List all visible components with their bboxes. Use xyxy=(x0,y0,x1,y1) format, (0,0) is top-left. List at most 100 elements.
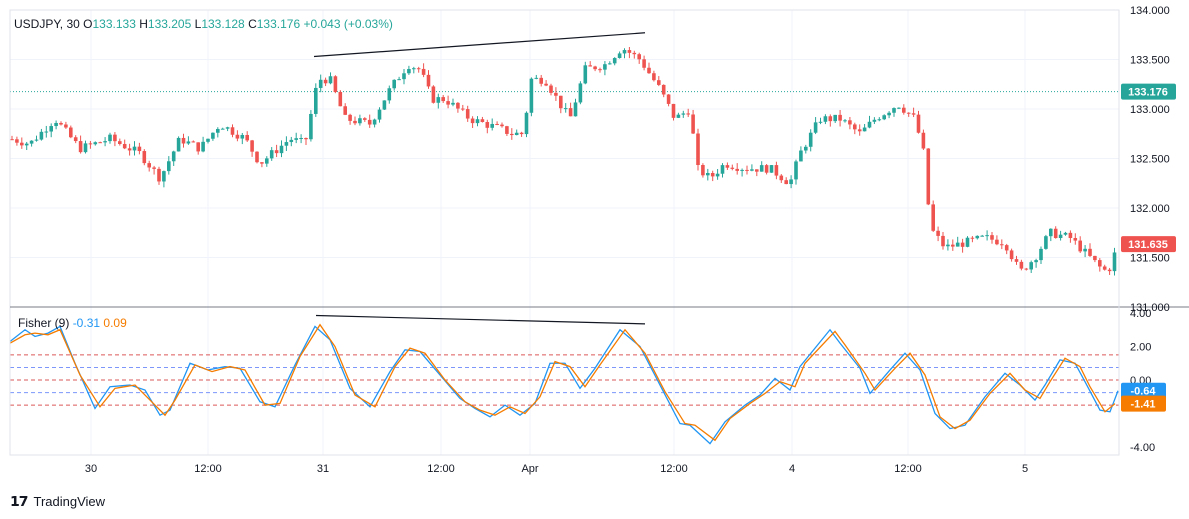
candle-body xyxy=(794,161,798,180)
high-label: H xyxy=(139,17,148,31)
candle-body xyxy=(39,131,44,140)
candle-body xyxy=(661,84,666,95)
tradingview-branding[interactable]: 𝟭𝟳 TradingView xyxy=(10,493,105,510)
candle-body xyxy=(921,132,926,149)
candle-body xyxy=(706,173,710,176)
candle-body xyxy=(510,133,514,136)
candle-body xyxy=(838,114,842,121)
candle-body xyxy=(240,134,245,139)
grid-lines xyxy=(10,9,1119,455)
candle-body xyxy=(20,142,24,146)
candle-body xyxy=(735,168,739,171)
candle-body xyxy=(1044,236,1048,249)
candle-body xyxy=(1034,260,1038,263)
candle-body xyxy=(813,122,818,133)
candle-body xyxy=(759,165,764,172)
candle-body xyxy=(216,128,220,133)
candle-body xyxy=(211,132,215,139)
candle-body xyxy=(598,69,602,71)
candle-body xyxy=(451,102,455,105)
candle-body xyxy=(931,204,935,231)
candle-body xyxy=(328,76,333,84)
candle-body xyxy=(465,109,470,119)
candle-body xyxy=(372,119,377,125)
candle-body xyxy=(220,128,225,130)
fisher-legend: Fisher (9) -0.31 0.09 xyxy=(18,316,127,330)
candle-body xyxy=(862,127,867,132)
price-label-text: 133.176 xyxy=(1128,87,1168,99)
indicator-name: Fisher (9) xyxy=(18,316,70,330)
candle-body xyxy=(951,244,955,247)
trendlines[interactable] xyxy=(313,32,646,325)
candle-body xyxy=(823,116,828,122)
candle-body xyxy=(196,142,200,152)
candle-body xyxy=(225,127,230,129)
candle-body xyxy=(1058,234,1063,239)
candle-body xyxy=(612,58,617,64)
candle-body xyxy=(980,235,984,237)
fisher-tick-label: -4.00 xyxy=(1130,442,1155,454)
fisher-series[interactable] xyxy=(9,323,1119,445)
candle-body xyxy=(88,143,93,145)
plot-border xyxy=(9,9,1120,456)
candle-body xyxy=(764,165,769,173)
price-label-text: 131.635 xyxy=(1128,239,1168,251)
candlestick-series[interactable] xyxy=(10,46,1117,276)
candle-body xyxy=(632,52,637,55)
candle-body xyxy=(769,165,774,173)
candle-body xyxy=(98,142,102,144)
candle-body xyxy=(1029,262,1033,270)
candle-body xyxy=(10,139,14,141)
price-label-box xyxy=(1121,83,1176,100)
candle-body xyxy=(1073,238,1078,241)
candle-body xyxy=(456,102,460,109)
price-tick-label: 132.500 xyxy=(1130,154,1170,166)
price-tick-label: 133.500 xyxy=(1130,55,1170,67)
candle-body xyxy=(495,123,499,125)
candle-body xyxy=(132,146,137,151)
candle-body xyxy=(407,69,411,74)
candle-body xyxy=(255,151,259,163)
candle-body xyxy=(475,119,480,124)
fisher-tick-label: 2.00 xyxy=(1130,342,1151,354)
candle-body xyxy=(1019,261,1024,269)
candle-body xyxy=(49,126,53,132)
candle-body xyxy=(563,108,568,110)
candle-body xyxy=(843,120,847,122)
candle-body xyxy=(1098,260,1102,267)
x-tick-label: 12:00 xyxy=(894,463,922,475)
x-tick-label: Apr xyxy=(521,463,538,475)
candle-body xyxy=(162,171,166,182)
candle-body xyxy=(784,180,788,185)
candle-body xyxy=(872,119,877,122)
candle-body xyxy=(127,148,132,151)
candle-body xyxy=(701,165,705,176)
candle-body xyxy=(818,121,823,123)
candle-body xyxy=(867,121,872,128)
x-tick-label: 12:00 xyxy=(194,463,222,475)
candle-body xyxy=(333,76,338,92)
candle-body xyxy=(696,133,700,166)
symbol-label: USDJPY, 30 xyxy=(14,17,80,31)
candle-body xyxy=(1009,250,1014,260)
candle-body xyxy=(941,235,945,247)
candle-body xyxy=(191,141,196,143)
candle-body xyxy=(710,173,715,177)
candle-body xyxy=(157,168,161,182)
x-tick-label: 12:00 xyxy=(660,463,688,475)
candle-body xyxy=(436,97,441,103)
candle-body xyxy=(955,242,960,247)
candle-body xyxy=(113,134,117,142)
candle-body xyxy=(338,91,343,107)
candle-body xyxy=(147,163,151,168)
candle-body xyxy=(916,114,921,133)
candle-body xyxy=(382,100,387,110)
candle-body xyxy=(554,92,558,96)
candle-body xyxy=(539,77,543,84)
tradingview-logo-icon: 𝟭𝟳 xyxy=(10,493,29,509)
candle-body xyxy=(279,145,284,154)
candle-body xyxy=(44,131,49,133)
candle-body xyxy=(568,108,573,117)
candle-body xyxy=(397,79,401,81)
